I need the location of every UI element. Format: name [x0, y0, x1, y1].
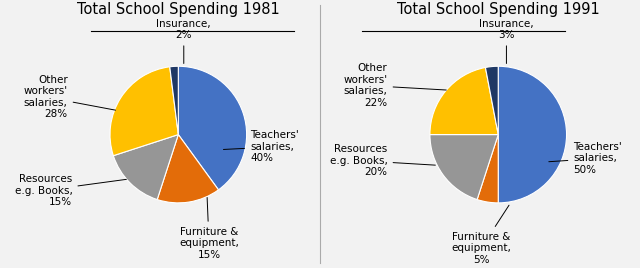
Text: Furniture &
equipment,
15%: Furniture & equipment, 15% [179, 198, 239, 260]
Wedge shape [179, 66, 246, 190]
Wedge shape [113, 135, 179, 200]
Wedge shape [430, 135, 498, 200]
Text: Resources
e.g. Books,
20%: Resources e.g. Books, 20% [330, 144, 435, 177]
Text: Teachers'
salaries,
40%: Teachers' salaries, 40% [223, 130, 299, 163]
Text: Insurance,
2%: Insurance, 2% [156, 19, 211, 64]
Text: Insurance,
3%: Insurance, 3% [479, 19, 534, 64]
Text: Resources
e.g. Books,
15%: Resources e.g. Books, 15% [15, 174, 126, 207]
Title: Total School Spending 1991: Total School Spending 1991 [397, 2, 600, 17]
Wedge shape [430, 68, 498, 135]
Text: Other
workers'
salaries,
22%: Other workers' salaries, 22% [344, 63, 446, 108]
Wedge shape [157, 135, 218, 203]
Title: Total School Spending 1981: Total School Spending 1981 [77, 2, 280, 17]
Text: Teachers'
salaries,
50%: Teachers' salaries, 50% [549, 142, 622, 175]
Wedge shape [110, 67, 179, 156]
Wedge shape [477, 135, 498, 203]
Wedge shape [498, 66, 566, 203]
Wedge shape [170, 66, 179, 135]
Text: Other
workers'
salaries,
28%: Other workers' salaries, 28% [24, 75, 115, 120]
Wedge shape [485, 66, 498, 135]
Text: Furniture &
equipment,
5%: Furniture & equipment, 5% [451, 205, 511, 265]
